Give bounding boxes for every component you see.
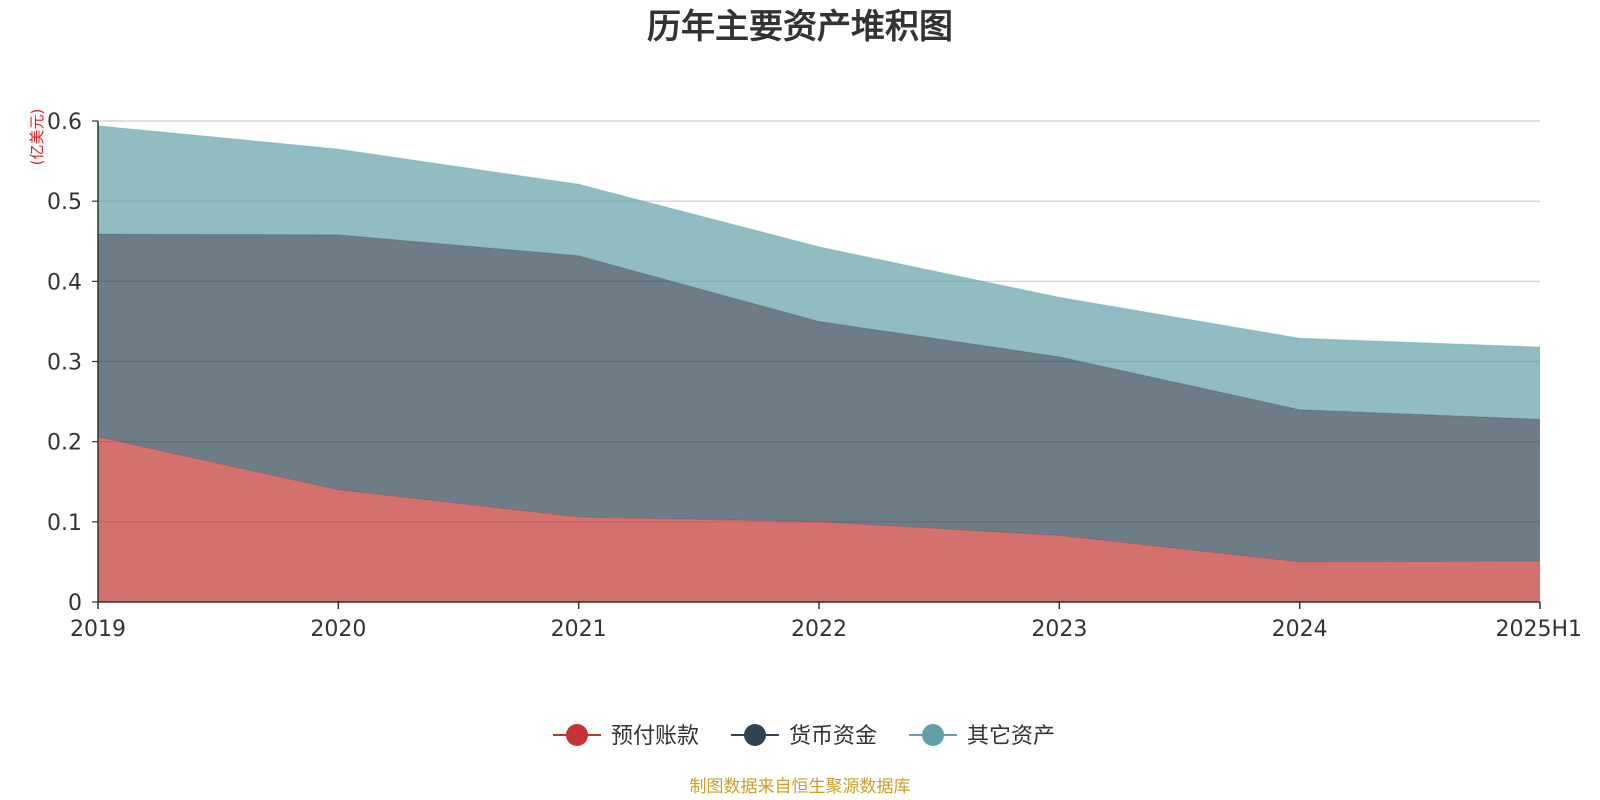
area-series-3 [98, 125, 1540, 420]
area-series-edge-3 [97, 125, 1541, 348]
area-series-2 [98, 234, 1540, 562]
y-tick-label: 0.1 [47, 511, 82, 536]
x-tick-label: 2024 [1272, 617, 1328, 642]
x-tick-label: 2021 [551, 617, 607, 642]
chart-title: 历年主要资产堆积图 [647, 7, 953, 47]
y-tick-label: 0.3 [47, 351, 82, 376]
x-tick-label: 2025H1 [1495, 617, 1582, 642]
area-series-layer [97, 125, 1541, 602]
y-tick-label: 0 [68, 591, 82, 616]
legend-item-3[interactable]: 其它资产 [909, 724, 1055, 749]
legend-marker [566, 724, 588, 746]
legend-item-1[interactable]: 预付账款 [553, 724, 699, 749]
legend-marker [922, 724, 944, 746]
y-axis-unit-label: (亿美元) [28, 109, 46, 166]
x-tick-label: 2023 [1031, 617, 1087, 642]
axes: 2019 2020 2021 2022 2023 2024 2025H1 [70, 121, 1582, 642]
y-tick-label: 0.2 [47, 431, 82, 456]
legend-item-2[interactable]: 货币资金 [731, 724, 877, 749]
data-source-note: 制图数据来自恒生聚源数据库 [690, 777, 911, 797]
legend-label: 其它资产 [967, 724, 1055, 749]
legend: 预付账款 货币资金 其它资产 [553, 724, 1055, 749]
x-tick-label: 2019 [70, 617, 126, 642]
x-tick-label: 2022 [791, 617, 847, 642]
x-tick-label: 2020 [310, 617, 366, 642]
legend-label: 货币资金 [789, 724, 877, 749]
y-tick-label: 0.5 [47, 190, 82, 215]
y-tick-label: 0.4 [47, 270, 82, 295]
area-series-1 [98, 436, 1540, 602]
legend-marker [744, 724, 766, 746]
y-tick-label: 0.6 [47, 110, 82, 135]
legend-label: 预付账款 [611, 724, 699, 749]
